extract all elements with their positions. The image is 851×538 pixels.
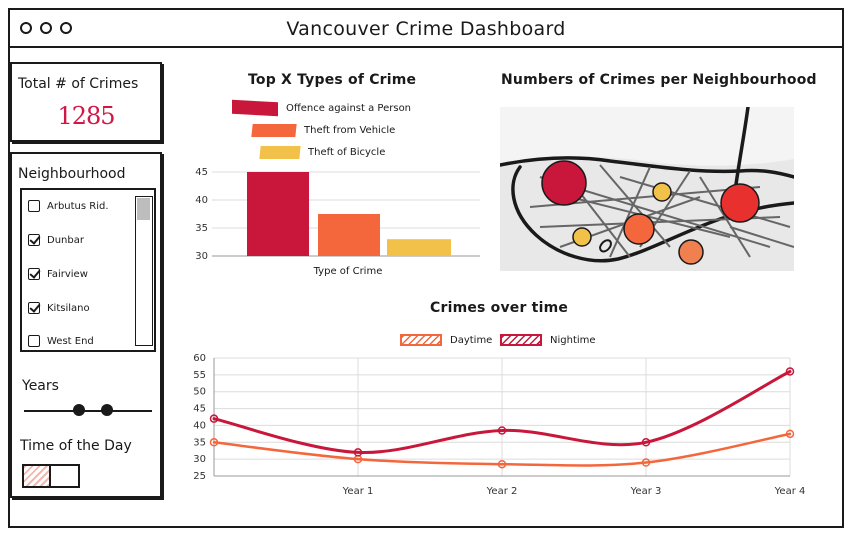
window-control-maximize[interactable] xyxy=(60,22,72,34)
line-x-tick-label: Year 4 xyxy=(774,486,806,497)
map-canvas xyxy=(500,107,794,265)
map-loop-road xyxy=(599,239,612,253)
total-crimes-label: Total # of Crimes xyxy=(18,76,139,92)
series-point xyxy=(641,458,651,467)
bar-mark xyxy=(318,214,380,256)
map-title: Numbers of Crimes per Neighbourhood xyxy=(501,72,817,88)
bar-mark xyxy=(247,172,309,256)
series-point xyxy=(497,459,507,469)
neighbourhood-checkbox[interactable] xyxy=(28,268,40,280)
legend-swatch xyxy=(251,124,297,137)
window-control-minimize[interactable] xyxy=(40,22,52,34)
line-chart-title: Crimes over time xyxy=(430,300,569,316)
map-markers xyxy=(541,160,760,265)
series-point xyxy=(785,429,795,439)
legend-label: Theft from Vehicle xyxy=(304,125,396,136)
line-legend-item: Nightime xyxy=(500,334,596,346)
neighbourhood-item-label: Dunbar xyxy=(47,234,84,246)
bar-mark xyxy=(387,239,451,256)
page-title: Vancouver Crime Dashboard xyxy=(286,18,566,40)
bar-legend-item: Theft from Vehicle xyxy=(251,124,396,137)
legend-label: Offence against a Person xyxy=(286,102,412,114)
neighbourhood-label: Neighbourhood xyxy=(18,166,126,182)
neighbourhood-item-dunbar[interactable]: Dunbar xyxy=(28,230,84,250)
line-y-tick-label: 40 xyxy=(193,420,206,431)
neighbourhood-list[interactable]: Arbutus Rid. Dunbar Fairview Kitsilano W… xyxy=(20,188,156,352)
line-y-tick-label: 25 xyxy=(193,471,206,482)
bar-y-tick-label: 40 xyxy=(195,195,208,206)
bar-chart-title: Top X Types of Crime xyxy=(248,72,417,88)
toggle-option-night[interactable] xyxy=(51,466,78,486)
window-control-close[interactable] xyxy=(20,22,32,34)
neighbourhood-item-fairview[interactable]: Fairview xyxy=(28,264,88,284)
line-y-tick-label: 45 xyxy=(193,404,206,415)
bar-y-tick-label: 35 xyxy=(195,223,208,234)
time-of-day-toggle[interactable] xyxy=(22,464,80,488)
series-point xyxy=(209,414,219,423)
series-point xyxy=(209,438,219,447)
line-y-tick-label: 60 xyxy=(193,353,206,364)
line-x-tick-label: Year 3 xyxy=(630,486,662,497)
dashboard-window: Vancouver Crime Dashboard xyxy=(8,8,844,528)
legend-label: Theft of Bicycle xyxy=(308,147,386,158)
neighbourhood-item-label: Kitsilano xyxy=(47,302,90,314)
legend-swatch xyxy=(232,99,278,117)
neighbourhood-scrollbar[interactable] xyxy=(135,196,153,346)
bar-x-axis-label: Type of Crime xyxy=(313,266,383,277)
years-slider-start-handle[interactable] xyxy=(73,404,86,416)
bar-chart: 45 40 35 30 Type of Crime xyxy=(195,167,480,277)
bar-legend-item: Offence against a Person xyxy=(232,99,412,117)
line-chart: 60 55 50 45 40 35 30 25 Year 1 Year 2 Year 3 Year 4 xyxy=(193,353,806,497)
neighbourhood-item-label: West End xyxy=(47,335,94,347)
title-bar: Vancouver Crime Dashboard xyxy=(10,10,842,48)
time-of-day-label: Time of the Day xyxy=(20,438,132,454)
legend-swatch xyxy=(400,334,442,346)
neighbourhood-checkbox[interactable] xyxy=(28,335,40,347)
legend-swatch xyxy=(500,334,542,346)
legend-label: Daytime xyxy=(450,334,493,346)
toggle-option-day[interactable] xyxy=(24,466,51,486)
neighbourhood-checkbox[interactable] xyxy=(28,302,40,314)
series-point xyxy=(785,367,795,376)
neighbourhood-item-kitsilano[interactable]: Kitsilano xyxy=(28,298,90,318)
series-point xyxy=(353,448,363,457)
bar-y-tick-label: 30 xyxy=(195,251,208,262)
bar-y-tick-label: 45 xyxy=(195,167,208,178)
legend-swatch xyxy=(259,146,301,159)
map-water xyxy=(500,107,794,166)
map-marker-medium[interactable] xyxy=(678,239,704,265)
neighbourhood-item-label: Arbutus Rid. xyxy=(47,200,109,212)
neighbourhood-item-arbutus[interactable]: Arbutus Rid. xyxy=(28,196,109,216)
years-slider[interactable] xyxy=(24,410,152,412)
line-y-tick-label: 50 xyxy=(193,387,206,398)
neighbourhood-checkbox[interactable] xyxy=(28,234,40,246)
line-y-tick-label: 35 xyxy=(193,437,206,448)
line-y-tick-label: 55 xyxy=(193,370,206,381)
map-marker-small[interactable] xyxy=(572,227,592,247)
neighbourhood-item-west-end[interactable]: West End xyxy=(28,331,94,351)
map-marker-large[interactable] xyxy=(541,160,587,206)
series-line-nightime xyxy=(212,369,792,454)
bar-legend-item: Theft of Bicycle xyxy=(259,146,386,159)
neighbourhood-map[interactable] xyxy=(500,107,794,271)
series-line-daytime xyxy=(212,432,792,467)
map-marker-large[interactable] xyxy=(720,183,760,223)
years-label: Years xyxy=(22,378,59,394)
neighbourhood-item-label: Fairview xyxy=(47,268,88,280)
map-marker-medium[interactable] xyxy=(623,213,655,245)
years-slider-end-handle[interactable] xyxy=(101,404,114,416)
line-x-tick-label: Year 2 xyxy=(486,486,518,497)
line-x-tick-label: Year 1 xyxy=(342,486,374,497)
total-crimes-card: Total # of Crimes 1285 xyxy=(10,62,162,142)
line-y-tick-label: 30 xyxy=(193,454,206,465)
neighbourhood-checkbox[interactable] xyxy=(28,200,40,212)
total-crimes-value: 1285 xyxy=(57,102,115,130)
legend-label: Nightime xyxy=(550,334,596,346)
series-point xyxy=(497,426,507,435)
map-marker-small[interactable] xyxy=(652,182,672,202)
scrollbar-thumb[interactable] xyxy=(137,198,150,220)
series-point xyxy=(641,438,651,447)
line-legend-item: Daytime xyxy=(400,334,492,346)
filter-panel: Neighbourhood Arbutus Rid. Dunbar Fairvi… xyxy=(10,152,162,498)
